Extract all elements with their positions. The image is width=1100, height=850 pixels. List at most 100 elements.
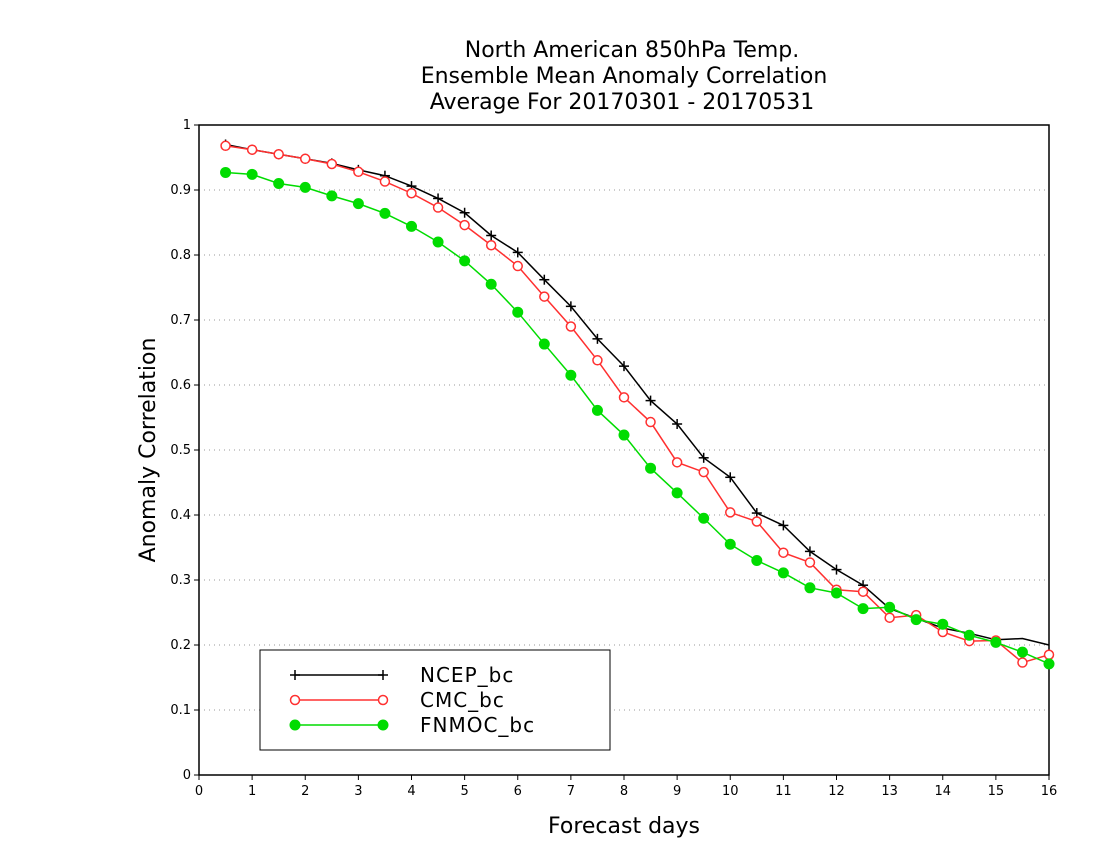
data-point-fnmoc-bc bbox=[512, 306, 524, 318]
y-tick-label: 0.5 bbox=[170, 443, 191, 458]
data-point-fnmoc-bc bbox=[326, 190, 338, 202]
data-point-ncep-bc bbox=[539, 274, 550, 285]
data-point-cmc-bc bbox=[751, 516, 763, 527]
legend-marker bbox=[377, 694, 389, 706]
data-point-cmc-bc bbox=[459, 219, 470, 231]
data-point-fnmoc-bc bbox=[751, 555, 763, 566]
legend-marker bbox=[378, 670, 388, 680]
x-tick-label: 11 bbox=[775, 784, 792, 799]
data-point-cmc-bc bbox=[273, 149, 284, 160]
data-point-fnmoc-bc bbox=[831, 587, 842, 599]
data-point-fnmoc-bc bbox=[963, 629, 975, 641]
data-point-cmc-bc bbox=[804, 557, 816, 568]
y-tick-label: 0.3 bbox=[170, 573, 191, 588]
title-line-3: Average For 20170301 - 20170531 bbox=[430, 90, 815, 115]
x-tick-label: 3 bbox=[354, 784, 362, 799]
data-point-fnmoc-bc bbox=[432, 236, 444, 248]
axis-ticks: 00.10.20.30.40.50.60.70.80.910 1 2 3 4 5 6 7 8 9 1… bbox=[170, 118, 1057, 799]
y-tick-label: 0 bbox=[183, 768, 191, 783]
data-point-ncep-bc bbox=[619, 361, 629, 372]
data-point-fnmoc-bc bbox=[459, 255, 471, 267]
x-tick-label: 10 bbox=[722, 784, 739, 799]
x-tick-label: 14 bbox=[934, 784, 951, 799]
legend-label-ncep-bc: NCEP_bc bbox=[420, 663, 514, 687]
data-point-ncep-bc bbox=[698, 452, 709, 463]
data-point-ncep-bc bbox=[512, 247, 523, 258]
data-point-ncep-bc bbox=[725, 472, 736, 483]
data-point-fnmoc-bc bbox=[724, 538, 736, 550]
data-point-fnmoc-bc bbox=[1016, 646, 1028, 658]
data-point-fnmoc-bc bbox=[379, 207, 391, 219]
x-tick-label: 1 bbox=[248, 784, 256, 799]
data-point-fnmoc-bc bbox=[990, 636, 1002, 648]
data-point-fnmoc-bc bbox=[804, 582, 816, 594]
data-point-cmc-bc bbox=[1017, 657, 1028, 668]
data-point-cmc-bc bbox=[512, 260, 523, 272]
y-tick-label: 0.4 bbox=[170, 508, 191, 523]
data-point-fnmoc-bc bbox=[857, 603, 869, 615]
data-point-ncep-bc bbox=[565, 301, 576, 312]
x-tick-label: 2 bbox=[301, 784, 309, 799]
series-fnmoc-bc bbox=[220, 166, 1055, 670]
series-line-cmc-bc bbox=[225, 145, 1050, 664]
y-tick-label: 0.1 bbox=[170, 703, 191, 718]
data-point-cmc-bc bbox=[725, 507, 736, 518]
series-layer bbox=[220, 139, 1055, 670]
data-point-cmc-bc bbox=[406, 188, 417, 199]
y-tick-label: 0.7 bbox=[170, 313, 191, 328]
data-point-cmc-bc bbox=[884, 612, 895, 623]
data-point-fnmoc-bc bbox=[273, 178, 285, 189]
y-tick-label: 0.8 bbox=[170, 248, 191, 263]
data-point-fnmoc-bc bbox=[777, 567, 789, 579]
data-point-ncep-bc bbox=[592, 333, 603, 344]
y-tick-label: 0.6 bbox=[170, 378, 191, 393]
data-point-ncep-bc bbox=[645, 395, 656, 406]
data-point-cmc-bc bbox=[592, 355, 603, 366]
data-point-cmc-bc bbox=[645, 416, 656, 428]
legend-marker bbox=[290, 670, 300, 680]
data-point-ncep-bc bbox=[433, 193, 444, 204]
legend-item-ncep-bc: NCEP_bc bbox=[290, 663, 514, 687]
grid bbox=[199, 189, 1049, 711]
data-point-cmc-bc bbox=[432, 202, 444, 213]
data-point-fnmoc-bc bbox=[220, 166, 232, 178]
data-point-fnmoc-bc bbox=[618, 429, 630, 441]
data-point-fnmoc-bc bbox=[485, 278, 497, 290]
data-point-fnmoc-bc bbox=[698, 512, 710, 524]
data-point-fnmoc-bc bbox=[884, 601, 896, 613]
data-point-cmc-bc bbox=[485, 240, 497, 251]
x-tick-label: 6 bbox=[514, 784, 522, 799]
data-point-cmc-bc bbox=[698, 466, 709, 478]
series-line-fnmoc-bc bbox=[225, 171, 1050, 665]
data-point-fnmoc-bc bbox=[406, 220, 417, 232]
legend-label-cmc-bc: CMC_bc bbox=[420, 688, 505, 712]
data-point-cmc-bc bbox=[220, 140, 231, 152]
legend-marker bbox=[289, 719, 301, 731]
data-point-cmc-bc bbox=[326, 158, 338, 170]
data-point-ncep-bc bbox=[804, 546, 815, 557]
y-tick-label: 0.2 bbox=[170, 638, 191, 653]
data-point-fnmoc-bc bbox=[246, 168, 258, 180]
data-point-cmc-bc bbox=[1043, 649, 1055, 660]
x-tick-label: 9 bbox=[673, 784, 681, 799]
data-point-ncep-bc bbox=[672, 419, 683, 429]
legend-label-fnmoc-bc: FNMOC_bc bbox=[420, 713, 535, 737]
data-point-fnmoc-bc bbox=[352, 198, 364, 210]
data-point-fnmoc-bc bbox=[671, 487, 683, 499]
data-point-cmc-bc bbox=[857, 586, 869, 597]
legend-item-fnmoc-bc: FNMOC_bc bbox=[289, 713, 535, 737]
x-tick-label: 5 bbox=[460, 784, 468, 799]
series-ncep-bc bbox=[220, 139, 1050, 646]
y-tick-label: 0.9 bbox=[170, 183, 191, 198]
data-point-fnmoc-bc bbox=[299, 181, 311, 193]
data-point-cmc-bc bbox=[565, 321, 577, 332]
x-tick-label: 7 bbox=[567, 784, 575, 799]
data-point-ncep-bc bbox=[459, 207, 470, 218]
chart-title: North American 850hPa Temp. Ensemble Mea… bbox=[421, 38, 828, 115]
data-point-fnmoc-bc bbox=[645, 462, 657, 474]
title-line-2: Ensemble Mean Anomaly Correlation bbox=[421, 64, 828, 89]
data-point-cmc-bc bbox=[246, 144, 258, 155]
y-axis-label: Anomaly Correlation bbox=[136, 338, 161, 563]
